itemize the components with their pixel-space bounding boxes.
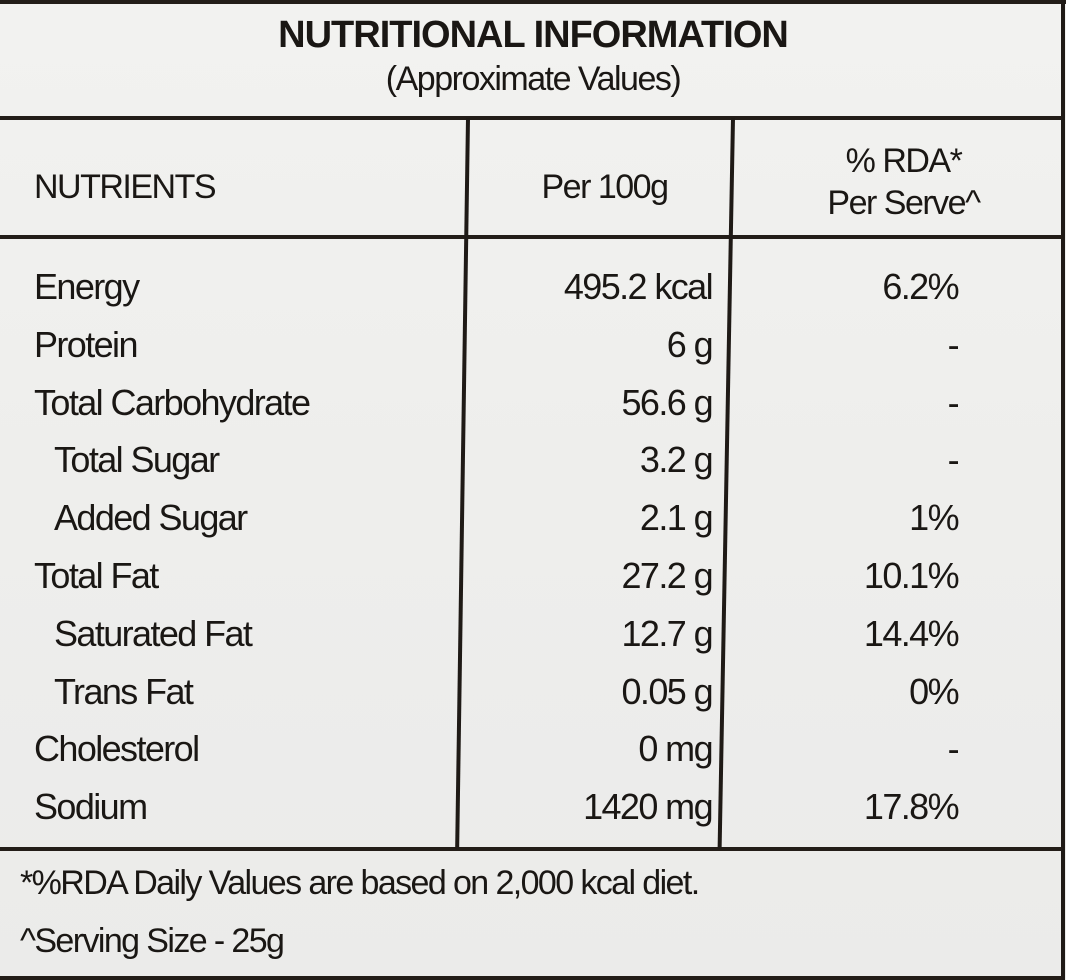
nutrient-per-100g: 0 mg bbox=[638, 728, 713, 770]
nutrient-row: Sodium 1420 mg 17.8% bbox=[0, 776, 1066, 833]
nutrient-per-100g: 495.2 kcal bbox=[563, 266, 714, 307]
nutrient-name: Saturated Fat bbox=[54, 612, 253, 654]
nutrient-rda: 14.4% bbox=[863, 612, 960, 654]
nutrient-row: Trans Fat 0.05 g 0% bbox=[0, 661, 1066, 718]
nutrient-name: Energy bbox=[34, 266, 140, 307]
column-header-rda: % RDA* Per Serve^ bbox=[745, 140, 1062, 224]
nutrient-row: Total Carbohydrate 56.6 g - bbox=[0, 372, 1066, 429]
right-border bbox=[1061, 0, 1065, 980]
nutrient-name: Protein bbox=[34, 323, 138, 365]
nutrient-per-100g: 27.2 g bbox=[621, 555, 714, 596]
nutrient-rda: 1% bbox=[909, 497, 959, 539]
nutrient-name: Total Carbohydrate bbox=[34, 381, 311, 423]
column-header-nutrients: NUTRIENTS bbox=[34, 168, 217, 206]
footnote-rda: *%RDA Daily Values are based on 2,000 kc… bbox=[20, 864, 700, 902]
nutrient-row: Protein 6 g - bbox=[0, 314, 1066, 371]
label-title: NUTRITIONAL INFORMATION bbox=[278, 14, 789, 56]
nutrient-name: Added Sugar bbox=[54, 497, 248, 539]
nutrient-rda: - bbox=[947, 439, 960, 481]
nutrient-rda: - bbox=[947, 381, 960, 423]
column-header-per-100g: Per 100g bbox=[541, 168, 670, 206]
nutrient-row: Total Sugar 3.2 g - bbox=[0, 429, 1066, 486]
nutrient-rda: 17.8% bbox=[863, 786, 960, 828]
column-header-rda-line2: Per Serve^ bbox=[827, 184, 981, 222]
nutrient-per-100g: 3.2 g bbox=[639, 439, 714, 481]
nutrient-row: Saturated Fat 12.7 g 14.4% bbox=[0, 603, 1066, 660]
nutrient-rda: 0% bbox=[909, 670, 959, 712]
table-bottom-divider bbox=[0, 847, 1062, 851]
footer-bottom-border bbox=[0, 976, 1062, 980]
nutrient-row: Energy 495.2 kcal 6.2% bbox=[0, 256, 1066, 313]
label-subtitle: (Approximate Values) bbox=[385, 60, 682, 98]
nutrient-name: Trans Fat bbox=[54, 670, 194, 712]
nutrient-row: Added Sugar 2.1 g 1% bbox=[0, 487, 1066, 544]
title-divider bbox=[0, 116, 1062, 120]
nutrient-per-100g: 0.05 g bbox=[621, 670, 714, 712]
nutrient-rda: 10.1% bbox=[863, 555, 960, 596]
nutrient-rda: - bbox=[947, 323, 960, 365]
header-divider bbox=[0, 235, 1062, 239]
nutrient-name: Total Fat bbox=[34, 555, 159, 596]
nutrient-name: Cholesterol bbox=[34, 728, 200, 770]
column-header-rda-line1: % RDA* bbox=[845, 142, 963, 180]
nutrient-row: Total Fat 27.2 g 10.1% bbox=[0, 545, 1066, 602]
nutrient-per-100g: 6 g bbox=[666, 323, 714, 365]
nutrient-name: Total Sugar bbox=[54, 439, 220, 481]
nutrient-name: Sodium bbox=[34, 786, 148, 828]
nutrient-row: Cholesterol 0 mg - bbox=[0, 718, 1066, 775]
nutrient-per-100g: 56.6 g bbox=[621, 381, 714, 423]
nutrient-per-100g: 1420 mg bbox=[583, 786, 714, 828]
nutrient-rda: 6.2% bbox=[882, 266, 959, 307]
nutrient-rda: - bbox=[947, 728, 960, 770]
footnote-serving-size: ^Serving Size - 25g bbox=[20, 922, 285, 960]
nutrient-per-100g: 2.1 g bbox=[639, 497, 714, 539]
nutrient-per-100g: 12.7 g bbox=[621, 612, 714, 654]
top-border bbox=[0, 0, 1066, 4]
